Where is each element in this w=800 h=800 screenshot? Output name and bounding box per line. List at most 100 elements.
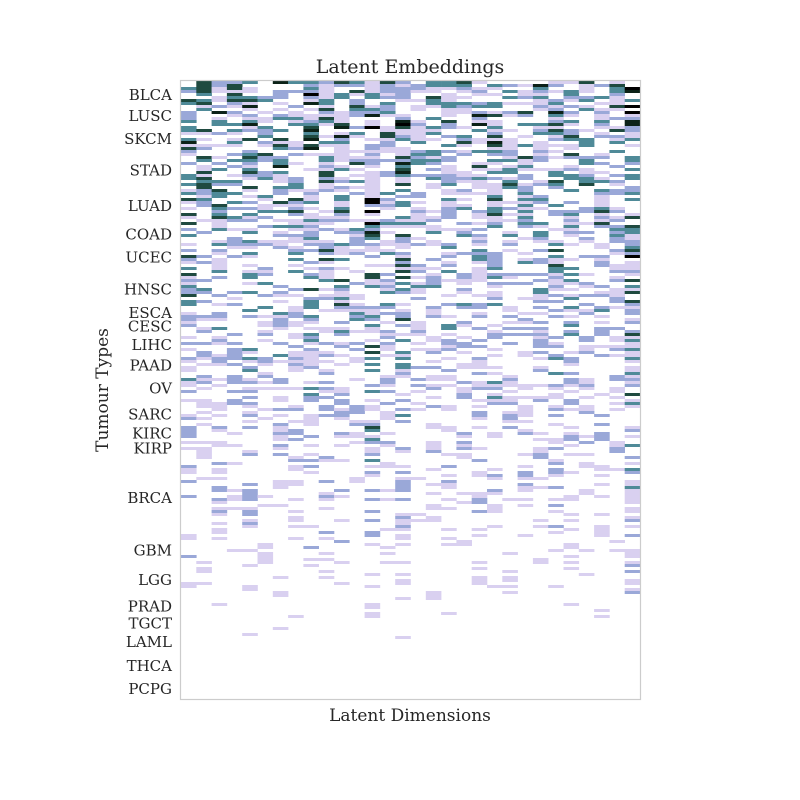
heatmap-cell — [578, 411, 595, 414]
heatmap-cell — [257, 159, 274, 162]
heatmap-cell — [441, 333, 457, 336]
heatmap-cell — [578, 294, 595, 297]
heatmap-cell — [471, 216, 488, 219]
heatmap-cell — [226, 333, 243, 336]
heatmap-cell — [487, 159, 503, 162]
heatmap-cell — [532, 288, 549, 291]
heatmap-cell — [211, 441, 228, 444]
heatmap-cell — [242, 228, 258, 231]
heatmap-cell — [548, 438, 564, 441]
heatmap-cell — [487, 189, 503, 192]
heatmap-cell — [563, 99, 580, 102]
heatmap-cell — [272, 231, 289, 234]
heatmap-cell — [548, 108, 564, 111]
heatmap-cell — [624, 162, 641, 165]
heatmap-cell — [288, 234, 304, 237]
heatmap-cell — [349, 111, 365, 114]
heatmap-cell — [594, 474, 610, 477]
heatmap-cell — [379, 345, 396, 348]
y-tick-label: BRCA — [127, 489, 172, 507]
heatmap-cell — [349, 150, 365, 153]
heatmap-cell — [395, 324, 411, 327]
heatmap-cell — [303, 129, 319, 132]
heatmap-cell — [257, 99, 274, 102]
heatmap-cell — [211, 156, 228, 159]
heatmap-cell — [226, 402, 243, 405]
heatmap-cell — [242, 369, 258, 372]
heatmap-cell — [379, 84, 396, 87]
heatmap-cell — [624, 303, 641, 306]
heatmap-cell — [181, 348, 197, 351]
heatmap-cell — [441, 261, 457, 264]
heatmap-cell — [441, 180, 457, 183]
heatmap-cell — [272, 129, 289, 132]
heatmap-cell — [272, 504, 289, 507]
heatmap-cell — [425, 174, 442, 177]
heatmap-cell — [318, 162, 335, 165]
heatmap-cell — [364, 465, 381, 468]
heatmap-cell — [196, 81, 212, 84]
heatmap-cell — [303, 435, 319, 438]
heatmap-cell — [318, 342, 335, 345]
heatmap-cell — [395, 180, 411, 183]
heatmap-cell — [624, 588, 641, 591]
heatmap-cell — [349, 423, 365, 426]
heatmap-cell — [364, 87, 381, 90]
heatmap-cell — [410, 156, 427, 159]
heatmap-cell — [257, 270, 274, 273]
heatmap-cell — [288, 153, 304, 156]
heatmap-cell — [471, 255, 488, 258]
heatmap-cell — [257, 120, 274, 123]
heatmap-cell — [181, 228, 197, 231]
heatmap-cell — [242, 219, 258, 222]
heatmap-cell — [624, 564, 641, 567]
heatmap-cell — [272, 378, 289, 381]
heatmap-cell — [578, 348, 595, 351]
heatmap-cell — [594, 246, 610, 249]
heatmap-cell — [517, 429, 534, 432]
heatmap-cell — [624, 519, 641, 522]
heatmap-cell — [181, 381, 197, 384]
heatmap-cell — [563, 519, 580, 522]
heatmap-cell — [379, 126, 396, 129]
heatmap-cell — [334, 402, 350, 405]
heatmap-cell — [425, 591, 442, 594]
heatmap-cell — [441, 453, 457, 456]
heatmap-cell — [471, 276, 488, 279]
heatmap-cell — [272, 342, 289, 345]
heatmap-cell — [532, 336, 549, 339]
heatmap-cell — [502, 327, 518, 330]
heatmap-cell — [609, 126, 625, 129]
heatmap-cell — [456, 432, 472, 435]
heatmap-cell — [456, 126, 472, 129]
heatmap-cell — [226, 342, 243, 345]
heatmap-cell — [578, 273, 595, 276]
heatmap-cell — [181, 261, 197, 264]
heatmap-cell — [395, 288, 411, 291]
heatmap-cell — [487, 225, 503, 228]
heatmap-cell — [502, 171, 518, 174]
heatmap-cell — [196, 201, 212, 204]
heatmap-cell — [257, 204, 274, 207]
heatmap-cell — [257, 156, 274, 159]
heatmap-cell — [196, 90, 212, 93]
heatmap-cell — [303, 393, 319, 396]
heatmap-cell — [410, 216, 427, 219]
heatmap-cell — [410, 402, 427, 405]
heatmap-cell — [502, 420, 518, 423]
heatmap-cell — [318, 396, 335, 399]
heatmap-cell — [425, 87, 442, 90]
heatmap-cell — [181, 285, 197, 288]
heatmap-cell — [364, 90, 381, 93]
heatmap-cell — [334, 201, 350, 204]
heatmap-cell — [425, 594, 442, 597]
heatmap-cell — [624, 456, 641, 459]
heatmap-cell — [257, 207, 274, 210]
heatmap-cell — [517, 405, 534, 408]
heatmap-cell — [563, 165, 580, 168]
heatmap-cell — [624, 549, 641, 552]
heatmap-cell — [425, 378, 442, 381]
heatmap-cell — [303, 471, 319, 474]
heatmap-cell — [318, 495, 335, 498]
